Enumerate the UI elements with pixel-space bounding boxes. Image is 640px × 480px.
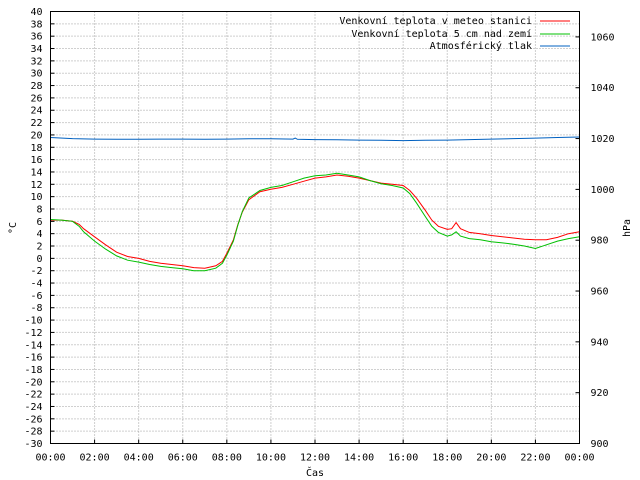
y2-tick-label: 1000 [591,185,615,196]
series-line-ground-5cm [50,172,580,272]
series-line-outdoor-station [50,174,580,269]
y-tick-label: -14 [24,340,42,351]
y-tick-label: 26 [30,93,42,104]
y-tick-label: -2 [30,266,42,277]
x-axis-tick-labels: 00:00 02:00 04:00 06:00 08:00 10:00 12:00 14:00… [35,453,594,464]
y-tick-label: 38 [30,19,42,30]
y-tick-label: 36 [30,32,42,43]
y-tick-label: -28 [24,427,42,438]
y-tick-label: 0 [36,254,42,265]
x-tick-label: 14:00 [344,453,374,464]
x-tick-label: 00:00 [35,453,65,464]
y-tick-label: -6 [30,291,42,302]
y2-axis-tick-labels: 900 920 940 960 980 1000 1020 1040 1060 [591,32,615,450]
x-tick-label: 20:00 [476,453,506,464]
series-lines [50,136,580,272]
y-tick-label: -30 [24,439,42,450]
legend-entry-pressure: Atmosférický tlak [430,40,570,52]
y-tick-label: 30 [30,69,42,80]
y-axis-title: °C [8,222,19,234]
y-tick-label: 10 [30,192,42,203]
y-tick-label: 28 [30,81,42,92]
series-line-pressure [50,136,580,142]
y-tick-label: 18 [30,143,42,154]
y-tick-label: 8 [36,204,42,215]
legend-entry-outdoor-station: Venkovní teplota v meteo stanici [339,15,570,27]
y-tick-label: -4 [30,279,42,290]
x-tick-label: 22:00 [520,453,550,464]
legend-label-outdoor-station: Venkovní teplota v meteo stanici [339,15,532,27]
legend-label-ground-5cm: Venkovní teplota 5 cm nad zemí [351,28,532,40]
grid [50,11,580,444]
y-tick-label: 20 [30,130,42,141]
y-tick-label: -8 [30,303,42,314]
y-tick-label: 12 [30,180,42,191]
legend-label-pressure: Atmosférický tlak [430,40,532,52]
y2-tick-label: 960 [591,287,609,298]
y-tick-label: -18 [24,365,42,376]
y-tick-label: -16 [24,353,42,364]
x-tick-label: 02:00 [80,453,110,464]
legend-entry-ground-5cm: Venkovní teplota 5 cm nad zemí [351,28,570,40]
y-tick-label: -24 [24,402,42,413]
y-tick-label: 14 [30,167,42,178]
y2-tick-label: 940 [591,337,609,348]
y-tick-label: 2 [36,242,42,253]
y-tick-label: 24 [30,106,42,117]
x-axis-title: Čas [306,466,324,479]
y-tick-label: -10 [24,316,42,327]
x-tick-label: 16:00 [388,453,418,464]
y-tick-label: 6 [36,217,42,228]
x-tick-label: 00:00 [564,453,594,464]
x-tick-label: 18:00 [432,453,462,464]
y2-tick-label: 1060 [591,32,615,43]
y2-tick-label: 920 [591,388,609,399]
y-tick-label: -12 [24,328,42,339]
y-tick-label: 32 [30,56,42,67]
y-axis-tick-labels: -30-28-26-24-22-20-18-16-14-12-10-8-6-4-… [24,7,42,450]
y-tick-label: 16 [30,155,42,166]
y2-tick-label: 980 [591,236,609,247]
x-tick-label: 12:00 [300,453,330,464]
plot-frame [50,11,580,444]
y-tick-label: 4 [36,229,42,240]
y-tick-label: 22 [30,118,42,129]
x-tick-label: 04:00 [124,453,154,464]
x-tick-label: 06:00 [168,453,198,464]
y2-tick-label: 900 [591,439,609,450]
y2-axis-title: hPa [622,219,633,237]
x-tick-label: 08:00 [212,453,242,464]
x-tick-label: 10:00 [256,453,286,464]
y-tick-label: 34 [30,44,42,55]
y2-tick-label: 1040 [591,83,615,94]
y-tick-label: -20 [24,377,42,388]
y-tick-label: 40 [30,7,42,18]
y-tick-label: -26 [24,414,42,425]
legend: Venkovní teplota v meteo stanici Venkovn… [339,15,570,52]
y-tick-label: -22 [24,390,42,401]
y2-tick-label: 1020 [591,134,615,145]
